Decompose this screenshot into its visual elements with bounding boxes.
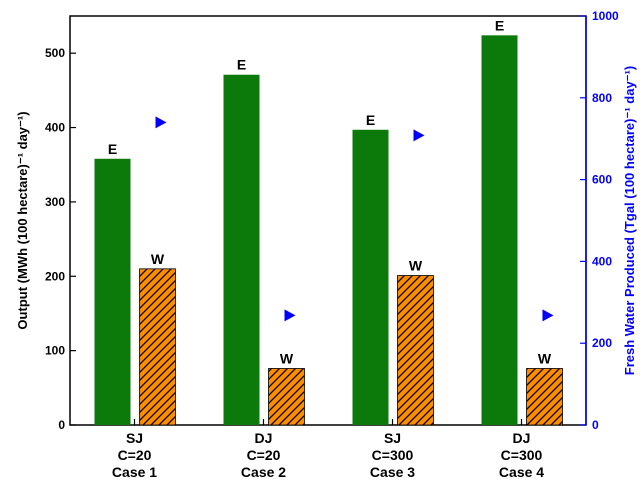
category-label: C=300 <box>501 447 543 463</box>
left-tick-label: 400 <box>45 121 65 135</box>
category-label: DJ <box>513 430 531 446</box>
y-axis-title: Output (MWh (100 hectare)⁻¹ day⁻¹) <box>15 111 30 329</box>
right-tick-label: 1000 <box>592 9 619 23</box>
category-label: DJ <box>255 430 273 446</box>
bar-label-W: W <box>538 350 552 366</box>
bar-label-E: E <box>237 57 246 73</box>
bar-label-W: W <box>280 350 294 366</box>
right-tick-label: 0 <box>592 418 599 432</box>
left-tick-label: 200 <box>45 269 65 283</box>
bar-label-W: W <box>409 258 423 274</box>
left-tick-label: 300 <box>45 195 65 209</box>
bar-label-W: W <box>151 251 165 267</box>
category-label: SJ <box>384 430 401 446</box>
bar-label-E: E <box>366 112 375 128</box>
water-marker <box>542 309 554 322</box>
category-label: Case 1 <box>112 464 157 480</box>
category-label: Case 4 <box>499 464 544 480</box>
left-tick-label: 0 <box>58 418 65 432</box>
right-tick-label: 200 <box>592 336 612 350</box>
bar-label-E: E <box>495 17 504 33</box>
water-marker <box>284 309 296 322</box>
bar-W <box>526 368 563 426</box>
category-label: Case 3 <box>370 464 415 480</box>
left-tick-label: 100 <box>45 344 65 358</box>
right-y-axis-title: Fresh Water Produced (Tgal (100 hectare)… <box>622 66 637 375</box>
category-label: C=20 <box>118 447 152 463</box>
water-marker <box>413 129 425 142</box>
category-label: C=20 <box>247 447 281 463</box>
category-label: C=300 <box>372 447 414 463</box>
category-label: SJ <box>126 430 143 446</box>
bar-E <box>481 35 518 426</box>
water-marker <box>155 116 167 129</box>
left-tick-label: 500 <box>45 46 65 60</box>
right-tick-label: 600 <box>592 173 612 187</box>
plot-area: 0 100 200 300 400 500 0 200 400 600 800 1000 Output … <box>15 9 637 480</box>
bar-W <box>139 268 176 426</box>
bar-W <box>397 275 434 426</box>
bar-E <box>223 74 260 425</box>
bar-W <box>268 368 305 426</box>
bar-E <box>94 158 131 425</box>
right-tick-label: 800 <box>592 91 612 105</box>
bar-E <box>352 129 389 425</box>
bar-label-E: E <box>108 141 117 157</box>
right-tick-label: 400 <box>592 254 612 268</box>
category-label: Case 2 <box>241 464 286 480</box>
